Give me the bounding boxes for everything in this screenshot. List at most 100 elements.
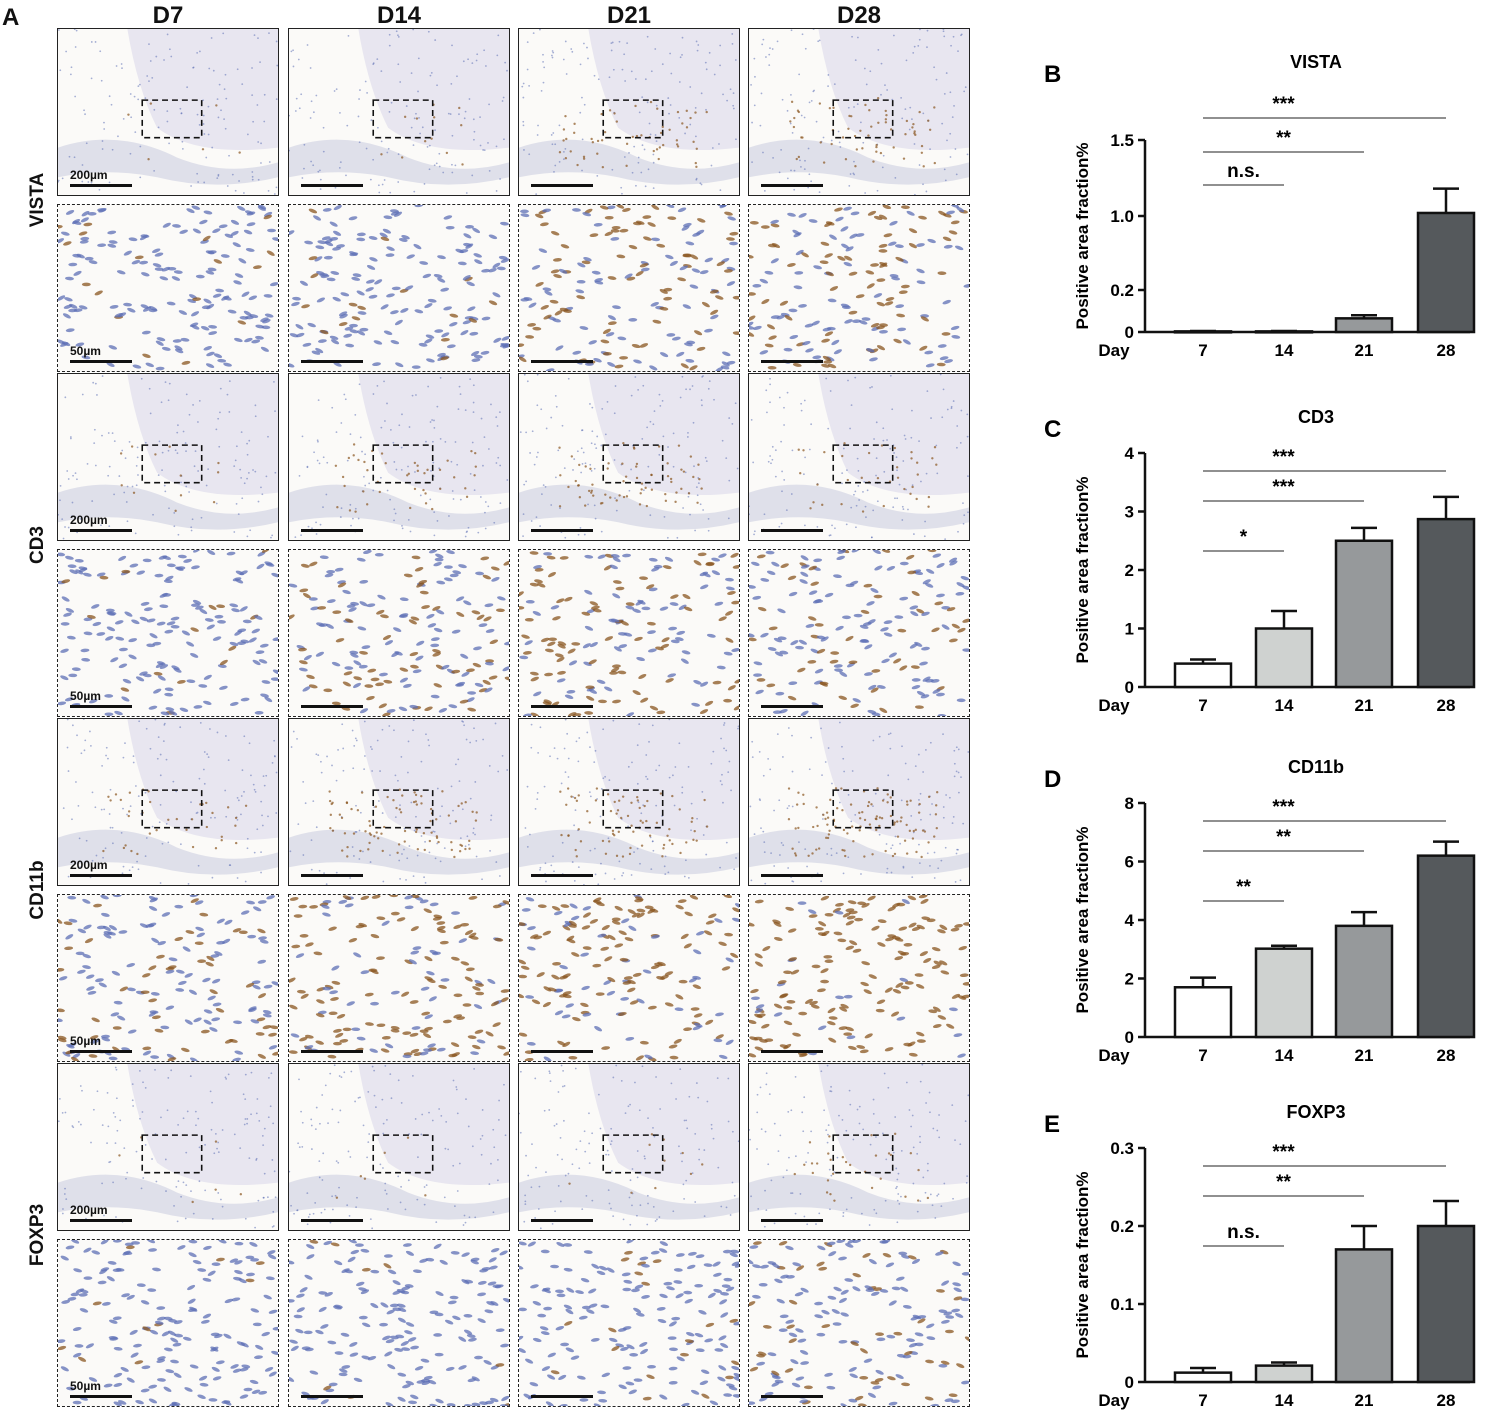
scale-bar-label: 50µm	[70, 1379, 101, 1393]
scale-bar	[301, 874, 363, 877]
scale-bar	[301, 1050, 363, 1053]
y-tick-label: 1	[1125, 620, 1134, 639]
y-tick-label: 0	[1125, 678, 1134, 697]
scale-bar	[70, 1395, 132, 1398]
scale-bar-label: 200µm	[70, 168, 108, 182]
row-label-cd3: CD3	[27, 525, 48, 565]
significance-label: **	[1276, 827, 1291, 848]
y-tick-label: 4	[1125, 444, 1135, 463]
micrograph-cd3-d14-magnified	[288, 549, 510, 717]
micrograph-vista-d28-magnified	[748, 204, 970, 372]
y-tick-label: 6	[1125, 853, 1134, 872]
scale-bar	[761, 360, 823, 363]
chart-e-foxp3: E FOXP3 Positive area fraction% 0 0.1 0.2 0.3 D…	[1040, 1090, 1503, 1419]
bar-day-14	[1254, 330, 1314, 334]
scale-bar	[70, 1219, 132, 1222]
y-tick-label: 2	[1125, 561, 1134, 580]
x-tick-label: 21	[1355, 1046, 1374, 1065]
bar-day-28	[1416, 517, 1476, 689]
y-tick-label: 0.3	[1110, 1139, 1134, 1158]
significance-label: ***	[1272, 477, 1295, 498]
y-tick-label: 1.0	[1110, 207, 1134, 226]
scale-bar-label: 200µm	[70, 513, 108, 527]
bar-day-14	[1254, 947, 1314, 1039]
y-tick-label: 0.2	[1110, 1217, 1134, 1236]
scale-bar	[70, 874, 132, 877]
scale-bar	[761, 529, 823, 532]
micrograph-foxp3-d7-overview: 200µm	[57, 1063, 279, 1231]
y-tick-label: 0	[1125, 1373, 1134, 1392]
micrograph-cd11b-d21-overview	[518, 718, 740, 886]
micrograph-cd3-d21-overview	[518, 373, 740, 541]
panel-letter: D	[1044, 766, 1061, 793]
x-tick-label: 21	[1355, 696, 1374, 715]
bar-day-28	[1416, 1224, 1476, 1384]
scale-bar	[301, 360, 363, 363]
y-tick-label: 2	[1125, 970, 1134, 989]
x-tick-label: 28	[1437, 1391, 1456, 1410]
scale-bar	[70, 184, 132, 187]
x-axis-label: Day	[1098, 696, 1130, 715]
micrograph-cd3-d21-magnified	[518, 549, 740, 717]
micrograph-cd11b-d14-overview	[288, 718, 510, 886]
column-header-d28: D28	[836, 2, 882, 29]
panel-letter: C	[1044, 416, 1061, 443]
x-axis-label: Day	[1098, 341, 1130, 360]
significance-label: **	[1276, 128, 1291, 149]
x-tick-label: 14	[1275, 1391, 1294, 1410]
micrograph-cd11b-d14-magnified	[288, 894, 510, 1062]
x-axis-label: Day	[1098, 1046, 1130, 1065]
y-tick-label: 0	[1125, 1028, 1134, 1047]
micrograph-cd3-d7-overview: 200µm	[57, 373, 279, 541]
chart-title: CD11b	[1288, 757, 1344, 777]
x-tick-label: 7	[1198, 341, 1207, 360]
y-tick-label: 0.2	[1110, 281, 1134, 300]
micrograph-foxp3-d14-magnified	[288, 1239, 510, 1407]
bar-day-7	[1173, 986, 1233, 1039]
x-tick-label: 14	[1275, 341, 1294, 360]
x-tick-label: 28	[1437, 341, 1456, 360]
micrograph-foxp3-d21-magnified	[518, 1239, 740, 1407]
micrograph-foxp3-d28-magnified	[748, 1239, 970, 1407]
y-axis-label: Positive area fraction%	[1073, 142, 1092, 329]
x-tick-label: 28	[1437, 696, 1456, 715]
scale-bar	[301, 705, 363, 708]
y-tick-label: 1.5	[1110, 131, 1134, 150]
scale-bar-label: 50µm	[70, 689, 101, 703]
micrograph-vista-d21-overview	[518, 28, 740, 196]
micrograph-vista-d21-magnified	[518, 204, 740, 372]
column-header-d14: D14	[376, 2, 422, 29]
scale-bar	[531, 184, 593, 187]
scale-bar	[70, 705, 132, 708]
significance-label: *	[1240, 527, 1248, 548]
scale-bar	[761, 705, 823, 708]
scale-bar	[761, 1050, 823, 1053]
micrograph-cd11b-d7-overview: 200µm	[57, 718, 279, 886]
panel-letter: E	[1044, 1111, 1060, 1138]
x-tick-label: 7	[1198, 1046, 1207, 1065]
significance-label: n.s.	[1227, 161, 1260, 182]
row-label-foxp3: FOXP3	[27, 1203, 48, 1267]
micrograph-cd3-d14-overview	[288, 373, 510, 541]
micrograph-vista-d28-overview	[748, 28, 970, 196]
scale-bar	[761, 874, 823, 877]
micrograph-cd11b-d28-overview	[748, 718, 970, 886]
y-tick-label: 0	[1125, 323, 1134, 342]
scale-bar	[531, 1050, 593, 1053]
bar-day-21	[1334, 317, 1394, 334]
bar-day-14	[1254, 627, 1314, 689]
x-tick-label: 7	[1198, 696, 1207, 715]
bar-day-14	[1254, 1364, 1314, 1384]
panel-letter: B	[1044, 61, 1061, 88]
significance-label: **	[1236, 877, 1251, 898]
bar-day-21	[1334, 539, 1394, 689]
scale-bar	[531, 705, 593, 708]
micrograph-foxp3-d14-overview	[288, 1063, 510, 1231]
micrograph-cd3-d28-overview	[748, 373, 970, 541]
significance-label: **	[1276, 1172, 1291, 1193]
row-label-cd11b: CD11b	[27, 860, 48, 920]
scale-bar	[531, 360, 593, 363]
significance-label: ***	[1272, 94, 1295, 115]
chart-c-cd3: C CD3 Positive area fraction% 0 1 2 3 4 Day 7 14 21…	[1040, 395, 1503, 725]
bar-day-21	[1334, 1248, 1394, 1384]
